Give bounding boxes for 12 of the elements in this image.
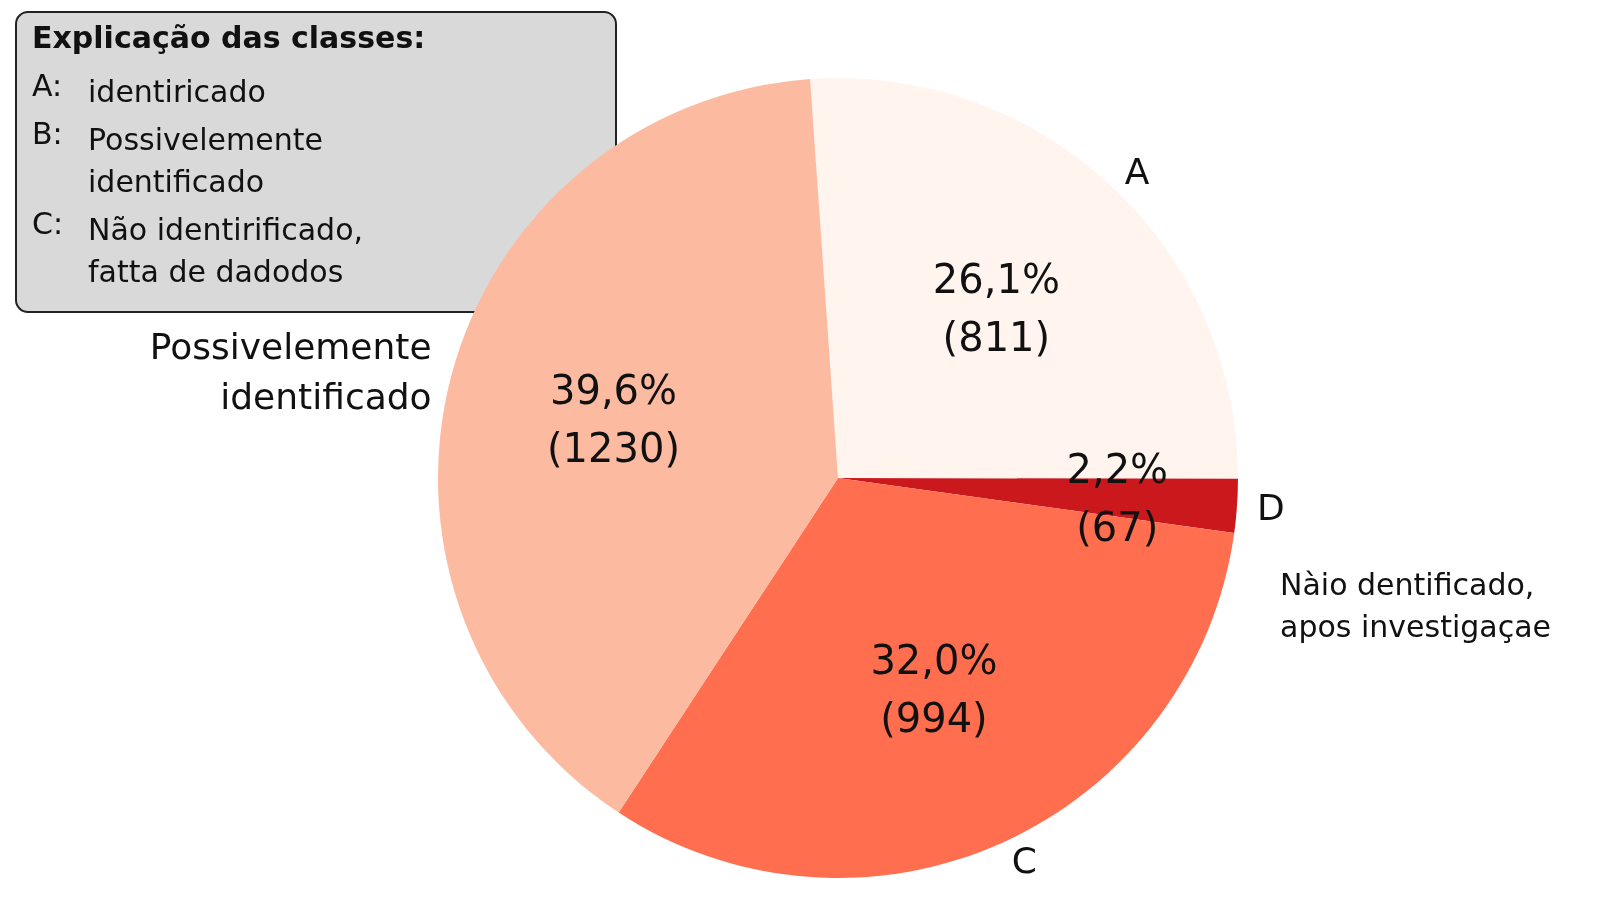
text: Nàio dentificado, apos investigaçae xyxy=(1280,566,1551,644)
slice-label: D xyxy=(1256,486,1285,528)
data-label: 26,1% (811) xyxy=(932,256,1060,361)
slice-label: Possivelemente identificado xyxy=(149,326,432,418)
text: C: Não identirificado, fatta de dadodos xyxy=(32,205,364,289)
text: A: identiricado xyxy=(32,67,266,109)
text: B: Possivelemente identificado xyxy=(32,115,323,199)
data-label: 32,0% (994) xyxy=(870,637,998,742)
data-label: 39,6% (1230) xyxy=(547,367,681,472)
slice-label: C xyxy=(1011,839,1037,881)
legend-title: Explicação das classes: xyxy=(32,19,426,55)
slice-label: A xyxy=(1124,150,1150,192)
